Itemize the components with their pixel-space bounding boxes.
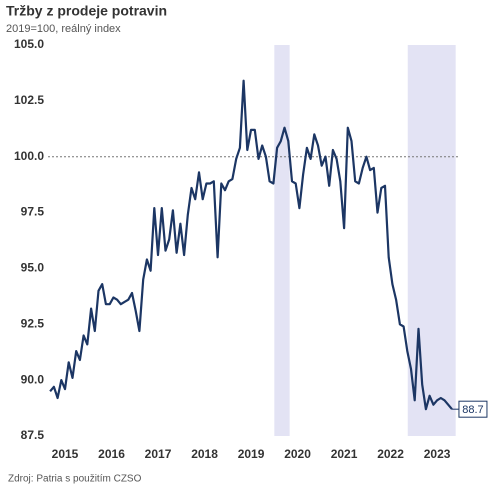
source-note: Zdroj: Patria s použitím CZSO — [8, 474, 142, 485]
y-tick-label: 97.5 — [21, 205, 45, 219]
x-tick-label: 2018 — [191, 447, 218, 461]
y-tick-label: 100.0 — [14, 149, 44, 163]
y-tick-label: 87.5 — [21, 428, 45, 442]
x-tick-label: 2023 — [424, 447, 451, 461]
y-tick-label: 92.5 — [21, 316, 45, 330]
x-tick-label: 2019 — [238, 447, 265, 461]
x-tick-label: 2022 — [377, 447, 404, 461]
end-value-label: 88.7 — [462, 404, 483, 416]
x-tick-label: 2016 — [98, 447, 125, 461]
chart-subtitle: 2019=100, reálný index — [6, 23, 121, 35]
y-tick-label: 90.0 — [21, 372, 45, 386]
y-tick-label: 95.0 — [21, 261, 45, 275]
y-tick-label: 102.5 — [14, 93, 44, 107]
x-tick-label: 2017 — [145, 447, 172, 461]
series-line — [49, 79, 453, 411]
shaded-range — [274, 45, 290, 436]
chart-title: Tržby z prodeje potravin — [6, 3, 167, 19]
x-tick-label: 2021 — [331, 447, 358, 461]
y-tick-label: 105.0 — [14, 37, 44, 51]
x-tick-label: 2015 — [52, 447, 79, 461]
annotation-box — [458, 400, 488, 418]
x-tick-label: 2020 — [284, 447, 311, 461]
